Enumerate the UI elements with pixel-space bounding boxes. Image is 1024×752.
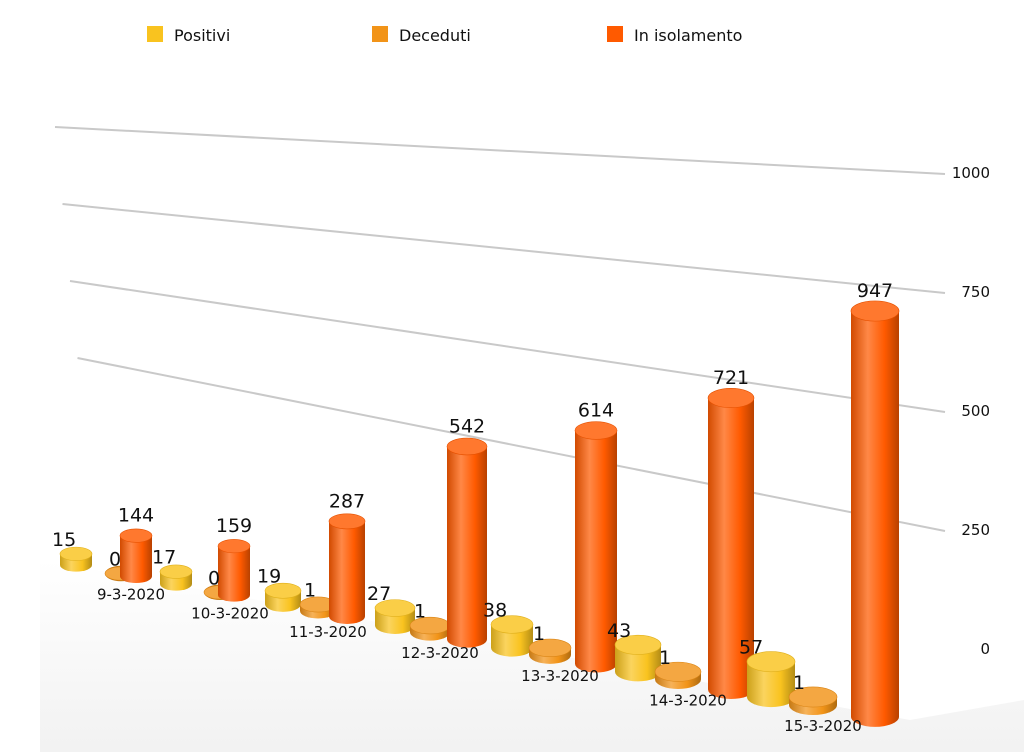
legend-label-in-isolamento: In isolamento xyxy=(634,26,742,45)
gridlines xyxy=(54,126,946,532)
value-label-in-isolamento-11-3-2020: 287 xyxy=(329,490,365,512)
y-tick-label-750: 750 xyxy=(961,283,990,301)
y-tick-label-1000: 1000 xyxy=(952,164,990,182)
gridline-250 xyxy=(77,357,946,532)
category-label-12-3-2020: 12-3-2020 xyxy=(401,644,479,662)
value-label-deceduti-13-3-2020: 1 xyxy=(533,623,545,645)
data-labels: 15 0 144 9-3-2020 17 0 159 10-3-2020 19 1 287 11-3-… xyxy=(52,280,893,735)
value-label-deceduti-11-3-2020: 1 xyxy=(304,580,316,602)
y-tick-label-500: 500 xyxy=(961,402,990,420)
bar-positivi-9-3-2020 xyxy=(59,546,93,572)
value-label-positivi-14-3-2020: 43 xyxy=(607,620,631,642)
bar-positivi-10-3-2020 xyxy=(159,564,193,591)
category-label-10-3-2020: 10-3-2020 xyxy=(191,604,269,622)
value-label-in-isolamento-9-3-2020: 144 xyxy=(118,505,154,527)
gridline-500 xyxy=(69,280,946,413)
gridline-750 xyxy=(62,203,946,294)
value-label-deceduti-14-3-2020: 1 xyxy=(659,647,671,669)
bar-in-isolamento-12-3-2020 xyxy=(446,437,488,648)
bar-in-isolamento-10-3-2020 xyxy=(217,539,251,602)
value-label-positivi-11-3-2020: 19 xyxy=(257,566,281,588)
category-label-11-3-2020: 11-3-2020 xyxy=(289,623,367,641)
value-label-positivi-13-3-2020: 38 xyxy=(483,599,507,621)
legend-swatch-deceduti xyxy=(372,26,388,42)
bars xyxy=(59,300,900,727)
bar-deceduti-15-3-2020 xyxy=(788,686,838,716)
legend-swatch-positivi xyxy=(147,26,163,42)
category-label-14-3-2020: 14-3-2020 xyxy=(649,691,727,709)
value-label-in-isolamento-12-3-2020: 542 xyxy=(449,416,485,438)
legend-label-positivi: Positivi xyxy=(174,26,230,45)
value-label-positivi-10-3-2020: 17 xyxy=(152,547,176,569)
bar-positivi-13-3-2020 xyxy=(490,615,534,657)
value-label-in-isolamento-14-3-2020: 721 xyxy=(713,367,749,389)
bar-positivi-14-3-2020 xyxy=(614,634,662,682)
bar-in-isolamento-14-3-2020 xyxy=(707,388,755,700)
value-label-in-isolamento-10-3-2020: 159 xyxy=(216,515,252,537)
value-label-positivi-12-3-2020: 27 xyxy=(367,583,391,605)
value-label-deceduti-9-3-2020: 0 xyxy=(109,548,121,570)
bar-positivi-15-3-2020 xyxy=(746,651,796,708)
y-tick-label-0: 0 xyxy=(980,640,990,658)
category-label-13-3-2020: 13-3-2020 xyxy=(521,667,599,685)
y-axis: 0 250 500 750 1000 xyxy=(952,164,990,658)
y-tick-label-250: 250 xyxy=(961,521,990,539)
legend: Positivi Deceduti In isolamento xyxy=(147,26,742,45)
bar-deceduti-12-3-2020 xyxy=(409,616,451,641)
bar-in-isolamento-15-3-2020 xyxy=(850,300,900,727)
value-label-positivi-15-3-2020: 57 xyxy=(739,637,763,659)
bar-in-isolamento-13-3-2020 xyxy=(574,421,618,673)
value-label-in-isolamento-13-3-2020: 614 xyxy=(578,400,614,422)
bar-deceduti-13-3-2020 xyxy=(528,638,572,664)
bar-deceduti-14-3-2020 xyxy=(654,661,702,689)
gridline-1000 xyxy=(54,126,946,175)
category-label-9-3-2020: 9-3-2020 xyxy=(97,585,165,603)
value-label-positivi-9-3-2020: 15 xyxy=(52,529,76,551)
value-label-in-isolamento-15-3-2020: 947 xyxy=(857,280,893,302)
legend-swatch-in-isolamento xyxy=(607,26,623,42)
value-label-deceduti-12-3-2020: 1 xyxy=(414,601,426,623)
value-label-deceduti-15-3-2020: 1 xyxy=(793,672,805,694)
category-label-15-3-2020: 15-3-2020 xyxy=(784,717,862,735)
bar-positivi-11-3-2020 xyxy=(264,582,302,612)
legend-label-deceduti: Deceduti xyxy=(399,26,471,45)
bar-in-isolamento-11-3-2020 xyxy=(328,513,366,624)
value-label-deceduti-10-3-2020: 0 xyxy=(208,567,220,589)
bar-positivi-12-3-2020 xyxy=(374,599,416,634)
bar-in-isolamento-9-3-2020 xyxy=(119,528,153,584)
